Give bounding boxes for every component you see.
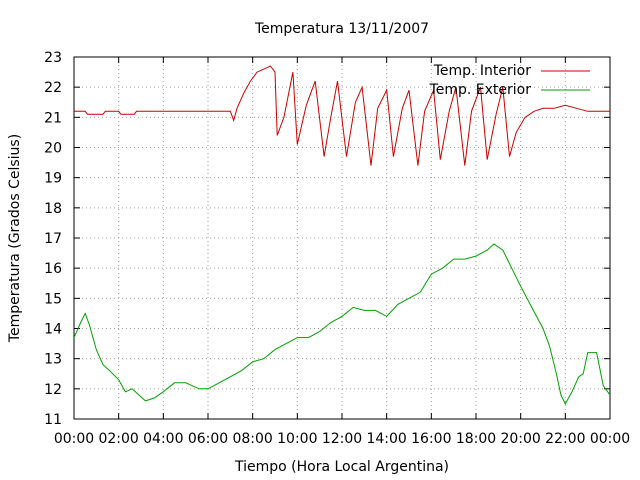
y-tick-label: 18 — [44, 201, 62, 217]
y-tick-label: 23 — [44, 50, 62, 66]
x-tick-label: 22:00 — [545, 431, 585, 447]
x-tick-label: 08:00 — [232, 431, 272, 447]
x-tick-label: 12:00 — [322, 431, 362, 447]
x-tick-label: 10:00 — [277, 431, 317, 447]
axis-ticks: 00:00 02:00 04:00 06:00 08:00 10:00 12:00 14:00… — [44, 50, 630, 447]
legend-label: Temp. Exterior — [429, 82, 532, 98]
x-tick-label: 00:00 — [590, 431, 630, 447]
y-tick-label: 16 — [44, 261, 62, 277]
legend-label: Temp. Interior — [433, 63, 532, 79]
x-axis-label: Tiempo (Hora Local Argentina) — [234, 459, 449, 475]
y-tick-label: 17 — [44, 231, 62, 247]
y-tick-label: 20 — [44, 141, 62, 157]
x-tick-label: 00:00 — [54, 431, 94, 447]
legend: Temp. Interior Temp. Exterior — [429, 63, 590, 98]
x-tick-label: 18:00 — [456, 431, 496, 447]
x-tick-label: 20:00 — [500, 431, 540, 447]
y-tick-label: 22 — [44, 80, 62, 96]
y-tick-label: 21 — [44, 110, 62, 126]
y-tick-label: 14 — [44, 322, 62, 338]
chart-title: Temperatura 13/11/2007 — [254, 21, 429, 37]
y-tick-label: 19 — [44, 171, 62, 187]
y-tick-label: 15 — [44, 291, 62, 307]
grid — [74, 57, 610, 419]
x-tick-label: 16:00 — [411, 431, 451, 447]
y-axis-label: Temperatura (Grados Celsius) — [7, 134, 23, 343]
x-tick-label: 02:00 — [98, 431, 138, 447]
series-line-interior — [74, 65, 610, 166]
y-tick-label: 12 — [44, 382, 62, 398]
series-line-exterior — [73, 243, 611, 405]
series-lines — [73, 65, 611, 405]
y-tick-label: 11 — [44, 412, 62, 428]
x-tick-label: 06:00 — [188, 431, 228, 447]
y-tick-label: 13 — [44, 352, 62, 368]
x-tick-label: 14:00 — [366, 431, 406, 447]
x-tick-label: 04:00 — [143, 431, 183, 447]
